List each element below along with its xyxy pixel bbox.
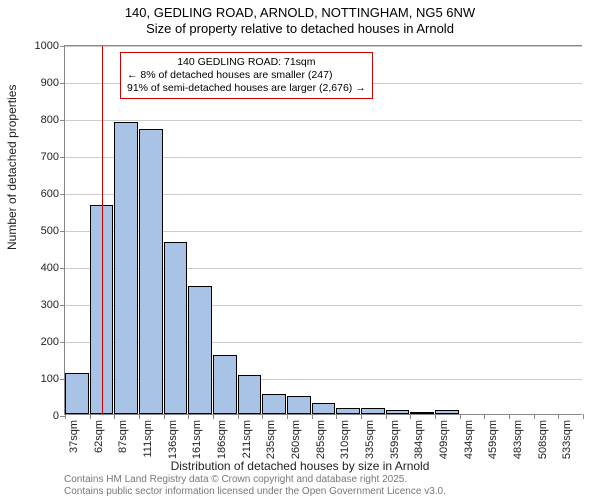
- x-tick-label: 211sqm: [241, 420, 253, 458]
- y-tick-label: 200: [41, 336, 59, 348]
- x-tick-mark: [484, 414, 485, 419]
- y-tick-mark: [60, 46, 65, 47]
- annotation-line: 140 GEDLING ROAD: 71sqm: [127, 56, 366, 69]
- x-tick-mark: [361, 414, 362, 419]
- y-tick-label: 900: [41, 77, 59, 89]
- x-tick-label: 260sqm: [290, 420, 302, 459]
- x-tick-mark: [312, 414, 313, 419]
- x-tick-mark: [262, 414, 263, 419]
- chart-title-sub: Size of property relative to detached ho…: [0, 21, 600, 37]
- x-tick-mark: [114, 414, 115, 419]
- x-tick-label: 533sqm: [561, 420, 573, 459]
- x-tick-mark: [558, 414, 559, 419]
- y-tick-mark: [60, 342, 65, 343]
- grid-line: [65, 120, 582, 121]
- bar: [164, 242, 188, 414]
- x-tick-label: 459sqm: [487, 420, 499, 459]
- chart-title-block: 140, GEDLING ROAD, ARNOLD, NOTTINGHAM, N…: [0, 0, 600, 36]
- bar: [114, 122, 138, 414]
- x-tick-mark: [213, 414, 214, 419]
- plot-area: 0100200300400500600700800900100037sqm62s…: [64, 45, 582, 415]
- bar: [213, 355, 237, 414]
- y-tick-label: 700: [41, 151, 59, 163]
- x-tick-label: 161sqm: [191, 420, 203, 459]
- chart-title-main: 140, GEDLING ROAD, ARNOLD, NOTTINGHAM, N…: [0, 5, 600, 21]
- y-tick-label: 1000: [35, 40, 59, 52]
- x-tick-label: 434sqm: [463, 420, 475, 459]
- bar: [65, 373, 89, 414]
- x-tick-label: 37sqm: [68, 420, 80, 453]
- y-tick-mark: [60, 83, 65, 84]
- annotation-line: ← 8% of detached houses are smaller (247…: [127, 69, 366, 82]
- x-tick-mark: [534, 414, 535, 419]
- x-tick-label: 62sqm: [93, 420, 105, 453]
- x-tick-label: 111sqm: [142, 420, 154, 458]
- grid-line: [65, 46, 582, 47]
- chart-container: 140, GEDLING ROAD, ARNOLD, NOTTINGHAM, N…: [0, 0, 600, 500]
- y-axis-label: Number of detached properties: [5, 85, 19, 250]
- y-tick-label: 800: [41, 114, 59, 126]
- x-tick-mark: [65, 414, 66, 419]
- footer-note: Contains HM Land Registry data © Crown c…: [64, 474, 446, 498]
- x-tick-mark: [509, 414, 510, 419]
- x-tick-label: 483sqm: [512, 420, 524, 459]
- y-tick-label: 600: [41, 188, 59, 200]
- x-tick-label: 384sqm: [413, 420, 425, 459]
- x-tick-label: 508sqm: [537, 420, 549, 459]
- x-tick-mark: [164, 414, 165, 419]
- bar: [188, 286, 212, 414]
- y-tick-mark: [60, 305, 65, 306]
- x-tick-label: 136sqm: [167, 420, 179, 459]
- x-tick-mark: [583, 414, 584, 419]
- x-tick-label: 186sqm: [216, 420, 228, 459]
- x-tick-mark: [238, 414, 239, 419]
- x-tick-label: 285sqm: [315, 420, 327, 459]
- x-tick-mark: [188, 414, 189, 419]
- y-tick-label: 300: [41, 299, 59, 311]
- bar: [336, 408, 360, 414]
- x-tick-mark: [410, 414, 411, 419]
- bar: [139, 129, 163, 414]
- x-tick-mark: [139, 414, 140, 419]
- y-tick-label: 0: [53, 410, 59, 422]
- bar: [312, 403, 336, 414]
- x-tick-label: 335sqm: [364, 420, 376, 459]
- x-tick-label: 235sqm: [265, 420, 277, 459]
- bar: [435, 410, 459, 414]
- y-tick-mark: [60, 194, 65, 195]
- bar: [287, 396, 311, 415]
- bar: [386, 410, 410, 414]
- x-tick-mark: [90, 414, 91, 419]
- y-tick-label: 500: [41, 225, 59, 237]
- bar: [262, 394, 286, 414]
- footer-line-1: Contains HM Land Registry data © Crown c…: [64, 474, 446, 486]
- y-tick-mark: [60, 231, 65, 232]
- x-tick-label: 87sqm: [117, 420, 129, 453]
- bar: [361, 408, 385, 414]
- y-tick-label: 100: [41, 373, 59, 385]
- x-tick-label: 359sqm: [389, 420, 401, 459]
- bar: [410, 412, 434, 414]
- x-axis-label: Distribution of detached houses by size …: [0, 459, 600, 473]
- x-tick-label: 409sqm: [438, 420, 450, 459]
- y-tick-mark: [60, 268, 65, 269]
- x-tick-mark: [336, 414, 337, 419]
- annotation-line: 91% of semi-detached houses are larger (…: [127, 82, 366, 95]
- x-tick-mark: [287, 414, 288, 419]
- y-tick-label: 400: [41, 262, 59, 274]
- footer-line-2: Contains public sector information licen…: [64, 486, 446, 498]
- x-tick-mark: [460, 414, 461, 419]
- x-tick-mark: [386, 414, 387, 419]
- annotation-box: 140 GEDLING ROAD: 71sqm← 8% of detached …: [120, 52, 373, 99]
- x-tick-mark: [435, 414, 436, 419]
- y-tick-mark: [60, 120, 65, 121]
- bar: [238, 375, 262, 414]
- x-tick-label: 310sqm: [339, 420, 351, 459]
- y-tick-mark: [60, 157, 65, 158]
- reference-line: [102, 46, 103, 414]
